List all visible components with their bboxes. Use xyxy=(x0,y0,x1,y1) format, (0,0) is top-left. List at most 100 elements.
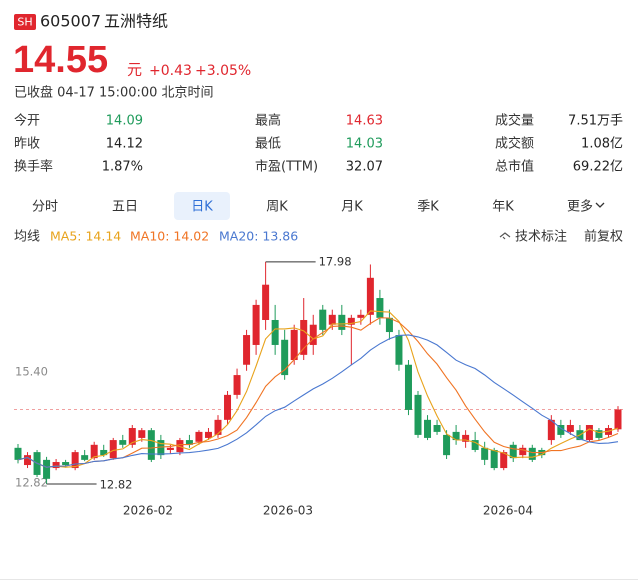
candle-body xyxy=(585,425,593,441)
candle-body xyxy=(233,375,241,395)
candle-body xyxy=(204,431,212,438)
active-tab-bg xyxy=(174,192,230,220)
candle-body xyxy=(481,447,489,460)
candle-body xyxy=(385,317,393,333)
tool-icon xyxy=(499,232,511,240)
stat-value: 14.12 xyxy=(106,137,143,152)
more-chevron xyxy=(595,202,605,208)
high-label: 17.98 xyxy=(319,254,352,268)
stat-value: 1.87% xyxy=(102,160,143,175)
indicator-title: 均线 xyxy=(14,230,40,245)
candle-body xyxy=(224,394,232,420)
stat-label: 市盈(TTM) xyxy=(255,159,318,175)
candle-body xyxy=(443,434,451,456)
candle-body xyxy=(119,440,127,445)
candle-body xyxy=(595,430,603,438)
period-tab[interactable]: 五日 xyxy=(112,200,138,215)
period-tab[interactable]: 季K xyxy=(417,200,439,215)
tool-button[interactable]: 前复权 xyxy=(584,229,623,245)
candle-body xyxy=(366,277,374,315)
candle-body xyxy=(462,434,470,442)
stat-value: 32.07 xyxy=(346,160,383,175)
candle-body xyxy=(81,455,89,460)
price-unit: 元 xyxy=(127,61,142,79)
x-tick-label: 2026-04 xyxy=(483,504,533,518)
candle-body xyxy=(185,440,193,445)
candle-body xyxy=(328,314,336,325)
period-tab[interactable]: 月K xyxy=(341,200,363,215)
stat-label: 总市值 xyxy=(495,159,534,175)
candle-body xyxy=(214,419,222,435)
candle-body xyxy=(414,394,422,435)
candle-body xyxy=(519,447,527,456)
candle-body xyxy=(319,309,327,330)
period-tab[interactable]: 更多 xyxy=(567,199,593,215)
stat-value: 1.08亿 xyxy=(581,137,623,152)
stat-value: 14.63 xyxy=(346,114,383,129)
stat-label: 换手率 xyxy=(14,159,53,175)
candle-body xyxy=(71,452,79,469)
period-tab[interactable]: 周K xyxy=(266,200,288,215)
candle-body xyxy=(100,449,108,456)
ma-legend: MA5: 14.14 xyxy=(50,229,121,244)
candle-body xyxy=(395,335,403,365)
low-label: 12.82 xyxy=(100,477,133,491)
x-tick-label: 2026-03 xyxy=(263,504,313,518)
candle-body xyxy=(271,319,279,345)
ma-legend: MA20: 13.86 xyxy=(219,229,298,244)
candle-body xyxy=(338,314,346,330)
candle-body xyxy=(557,425,565,435)
stock-code: 605007 xyxy=(40,12,101,31)
candle-body xyxy=(128,428,136,445)
candle-body xyxy=(43,459,51,479)
candle-body xyxy=(509,444,517,459)
period-tab[interactable]: 年K xyxy=(492,200,514,215)
price-change: +0.43 xyxy=(149,63,192,79)
stat-value: 69.22亿 xyxy=(573,160,623,175)
stat-value: 7.51万手 xyxy=(568,114,623,129)
ma-line xyxy=(17,334,619,468)
candle-body xyxy=(347,317,355,325)
market-badge-bg xyxy=(14,14,36,30)
candle-body xyxy=(281,339,289,376)
candle-body xyxy=(90,444,98,459)
candle-body xyxy=(157,440,165,456)
stat-label: 最高 xyxy=(255,113,281,129)
candle-body xyxy=(452,431,460,441)
candle-body xyxy=(14,447,22,460)
tool-button[interactable]: 技术标注 xyxy=(515,230,567,245)
candle-body xyxy=(433,425,441,432)
candle-body xyxy=(424,419,432,438)
market-status: 已收盘 04-17 15:00:00 北京时间 xyxy=(14,85,214,101)
x-tick-label: 2026-02 xyxy=(123,504,173,518)
stat-label: 成交量 xyxy=(495,113,534,129)
candle-body xyxy=(24,455,32,466)
period-tab[interactable]: 日K xyxy=(191,200,213,215)
candle-body xyxy=(404,364,412,410)
stat-value: 14.09 xyxy=(106,114,143,129)
period-tab[interactable]: 分时 xyxy=(32,200,58,215)
stat-label: 成交额 xyxy=(495,136,534,152)
candle-body xyxy=(262,284,270,320)
candle-body xyxy=(138,430,146,438)
candle-body xyxy=(309,324,317,345)
ma-legend: MA10: 14.02 xyxy=(130,229,209,244)
y-tick-label: 15.40 xyxy=(15,364,48,378)
candle-body xyxy=(376,298,384,318)
stat-label: 今开 xyxy=(14,113,40,129)
candle-body xyxy=(252,304,260,345)
candle-body xyxy=(147,430,155,460)
candle-body xyxy=(109,440,117,459)
candle-body xyxy=(243,335,251,365)
stat-value: 14.03 xyxy=(346,137,383,152)
price-change-pct: +3.05% xyxy=(195,63,251,79)
candle-body xyxy=(52,462,60,469)
price: 14.55 xyxy=(13,39,108,81)
stat-label: 最低 xyxy=(255,137,281,152)
candle-body xyxy=(528,447,536,460)
candle-body xyxy=(357,314,365,318)
stat-label: 昨收 xyxy=(14,137,40,152)
